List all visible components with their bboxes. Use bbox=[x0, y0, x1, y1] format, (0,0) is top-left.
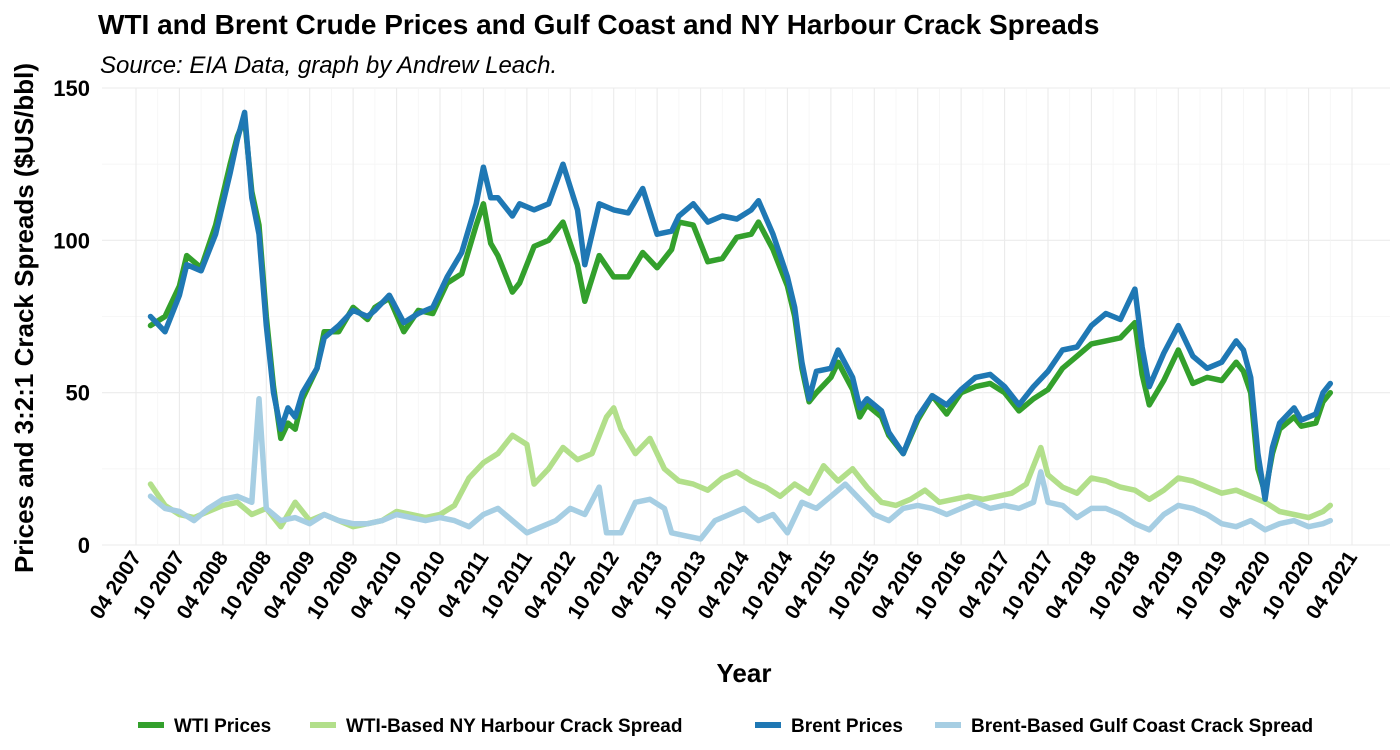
series-line-2 bbox=[147, 109, 1334, 503]
chart-title: WTI and Brent Crude Prices and Gulf Coas… bbox=[98, 9, 1099, 40]
series-group bbox=[147, 109, 1334, 542]
y-tick-label: 150 bbox=[53, 76, 90, 101]
legend-label-2: Brent Prices bbox=[791, 716, 903, 737]
legend-label-0: WTI Prices bbox=[174, 716, 271, 737]
legend-label-3: Brent-Based Gulf Coast Crack Spread bbox=[971, 716, 1313, 737]
legend-label-1: WTI-Based NY Harbour Crack Spread bbox=[346, 716, 682, 737]
legend: WTI Prices WTI-Based NY Harbour Crack Spr… bbox=[138, 716, 1313, 737]
x-axis-title: Year bbox=[717, 658, 772, 688]
chart-subtitle: Source: EIA Data, graph by Andrew Leach. bbox=[100, 52, 557, 79]
y-axis-title: Prices and 3:2:1 Crack Spreads ($US/bbl) bbox=[9, 63, 39, 573]
series-line-0 bbox=[147, 115, 1334, 496]
series-line-1 bbox=[147, 405, 1334, 530]
series-line-3 bbox=[147, 396, 1334, 542]
y-tick-label: 100 bbox=[53, 228, 90, 253]
y-tick-label: 0 bbox=[78, 533, 90, 558]
y-axis-ticks: 0 50 100 150 bbox=[53, 76, 90, 558]
y-tick-label: 50 bbox=[66, 381, 90, 406]
